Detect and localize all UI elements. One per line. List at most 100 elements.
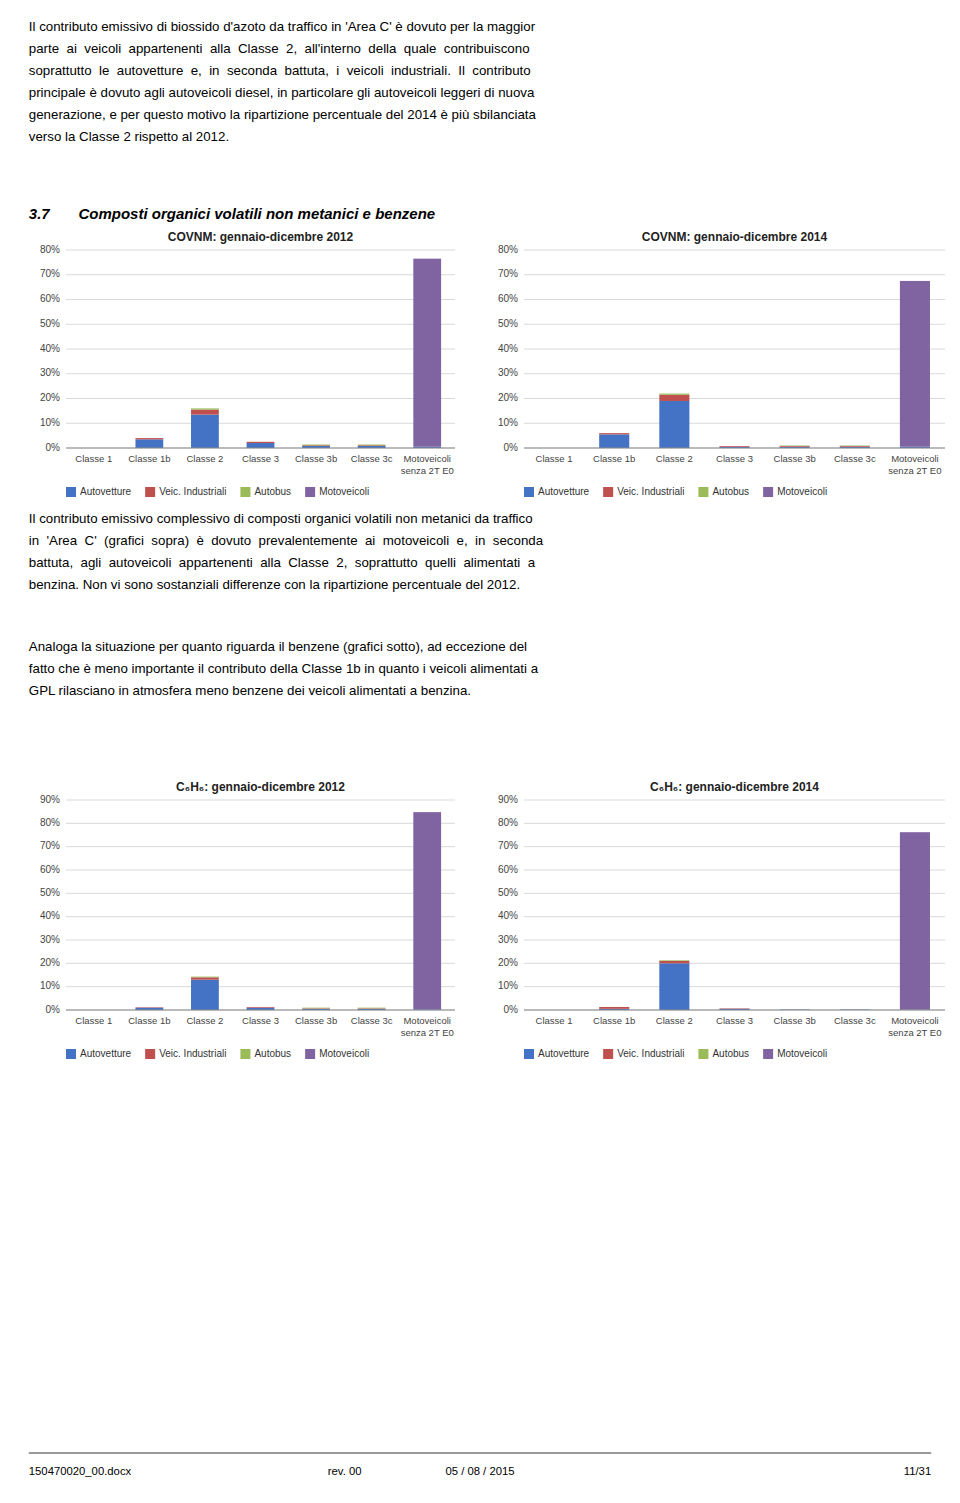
x-tick-label: Motoveicolisenza 2T E0 xyxy=(401,453,454,476)
chart: COVNM: gennaio-dicembre 20140%10%20%30%4… xyxy=(498,230,945,497)
bar-segment xyxy=(599,433,629,434)
x-tick-label: Motoveicolisenza 2T E0 xyxy=(888,1015,941,1038)
bar-segment xyxy=(135,438,163,439)
x-tick-label: Classe 2 xyxy=(656,1015,693,1026)
bar-segment xyxy=(247,441,275,442)
bar-segment xyxy=(719,1008,749,1009)
x-tick-label-line: Classe 3b xyxy=(295,1015,337,1026)
x-axis-line xyxy=(524,1010,945,1011)
grid-line xyxy=(524,870,945,871)
bar-segment xyxy=(719,446,749,448)
y-tick-label: 0% xyxy=(46,442,61,453)
x-tick-label-line: senza 2T E0 xyxy=(401,465,454,476)
grid-line xyxy=(66,299,455,300)
y-tick-label: 60% xyxy=(498,864,518,875)
legend-swatch xyxy=(305,487,315,497)
y-tick-label: 50% xyxy=(498,318,518,329)
x-tick-label-line: Classe 3b xyxy=(774,453,816,464)
bar-segment xyxy=(719,1008,749,1009)
grid-line xyxy=(66,349,455,350)
y-tick-label: 20% xyxy=(498,957,518,968)
bar-segment xyxy=(302,1007,330,1008)
legend-label: Veic. Industriali xyxy=(617,1048,684,1059)
y-tick-label: 90% xyxy=(40,794,60,805)
paragraph-line: fatto che è meno importante il contribut… xyxy=(29,661,539,676)
bar-segment xyxy=(247,1006,275,1007)
grid-line xyxy=(524,986,945,987)
bar-segment xyxy=(599,1007,629,1009)
bar-segment xyxy=(358,444,386,445)
x-tick-label-line: Classe 3c xyxy=(351,453,393,464)
y-axis: 0%10%20%30%40%50%60%70%80%90% xyxy=(40,794,455,1015)
grid-line xyxy=(66,250,455,251)
bar-segment xyxy=(599,433,629,434)
bar-segment xyxy=(840,446,870,448)
x-tick-label-line: Classe 1b xyxy=(593,1015,635,1026)
legend: AutovettureVeic. IndustrialiAutobusMotov… xyxy=(66,486,369,497)
bar-segment xyxy=(413,812,441,1009)
legend-swatch xyxy=(240,487,250,497)
bar-segment xyxy=(599,434,629,448)
legend-label: Veic. Industriali xyxy=(159,1048,226,1059)
bars xyxy=(599,832,930,1010)
bar-segment xyxy=(358,445,386,447)
legend: AutovettureVeic. IndustrialiAutobusMotov… xyxy=(524,1048,827,1059)
legend-swatch xyxy=(240,1049,250,1059)
grid-line xyxy=(524,423,945,424)
x-tick-label-line: Classe 3 xyxy=(716,1015,753,1026)
legend-label: Veic. Industriali xyxy=(159,486,226,497)
bars xyxy=(135,259,441,448)
bar-segment xyxy=(191,410,219,415)
x-tick-label-line: Classe 1b xyxy=(593,453,635,464)
legend-swatch xyxy=(305,1049,315,1059)
x-tick-label: Classe 3 xyxy=(716,453,753,464)
legend-swatch xyxy=(524,1049,534,1059)
chart: C₆H₆: gennaio-dicembre 20140%10%20%30%40… xyxy=(498,780,945,1059)
bar-segment xyxy=(659,393,689,394)
y-tick-label: 30% xyxy=(40,367,60,378)
grid-line xyxy=(66,963,455,964)
bar-segment xyxy=(599,1006,629,1007)
chart-title: C₆H₆: gennaio-dicembre 2014 xyxy=(650,780,819,794)
bar-segment xyxy=(659,401,689,448)
bar-segment xyxy=(780,445,810,446)
bar-segment xyxy=(302,445,330,447)
legend-label: Autovetture xyxy=(80,1048,132,1059)
footer-text: 11/31 xyxy=(904,1465,931,1477)
paragraph-line: Analoga la situazione per quanto riguard… xyxy=(29,639,527,654)
x-tick-label: Classe 1 xyxy=(536,1015,573,1026)
y-tick-label: 0% xyxy=(504,442,519,453)
grid-line xyxy=(66,1010,455,1011)
bar-segment xyxy=(191,977,219,979)
chart-title: COVNM: gennaio-dicembre 2012 xyxy=(168,230,354,244)
chart: COVNM: gennaio-dicembre 20120%10%20%30%4… xyxy=(40,230,455,497)
grid-line xyxy=(66,893,455,894)
y-tick-label: 10% xyxy=(40,417,60,428)
legend: AutovettureVeic. IndustrialiAutobusMotov… xyxy=(524,486,827,497)
legend-swatch xyxy=(145,487,155,497)
x-tick-label-line: Motoveicoli xyxy=(403,1015,451,1026)
bar-segment xyxy=(659,961,689,963)
y-tick-label: 40% xyxy=(40,910,60,921)
grid-line xyxy=(524,373,945,374)
bar-segment xyxy=(191,415,219,448)
paragraph-line: soprattutto le autovetture e, in seconda… xyxy=(29,63,531,78)
grid-line xyxy=(524,274,945,275)
x-tick-label: Classe 3 xyxy=(242,1015,279,1026)
legend-label: Autovetture xyxy=(538,1048,590,1059)
legend-label: Autovetture xyxy=(538,486,590,497)
bar-segment xyxy=(719,446,749,447)
bar-segment xyxy=(191,976,219,977)
x-tick-label: Classe 3 xyxy=(716,1015,753,1026)
bar-segment xyxy=(135,439,163,448)
x-tick-label: Classe 1 xyxy=(75,453,112,464)
grid-line xyxy=(66,916,455,917)
x-tick-label: Classe 1b xyxy=(128,453,170,464)
grid-line xyxy=(524,324,945,325)
grid-line xyxy=(524,448,945,449)
grid-line xyxy=(66,423,455,424)
y-tick-label: 80% xyxy=(498,244,518,255)
grid-line xyxy=(66,373,455,374)
bar-segment xyxy=(191,976,219,978)
y-tick-label: 20% xyxy=(40,392,60,403)
